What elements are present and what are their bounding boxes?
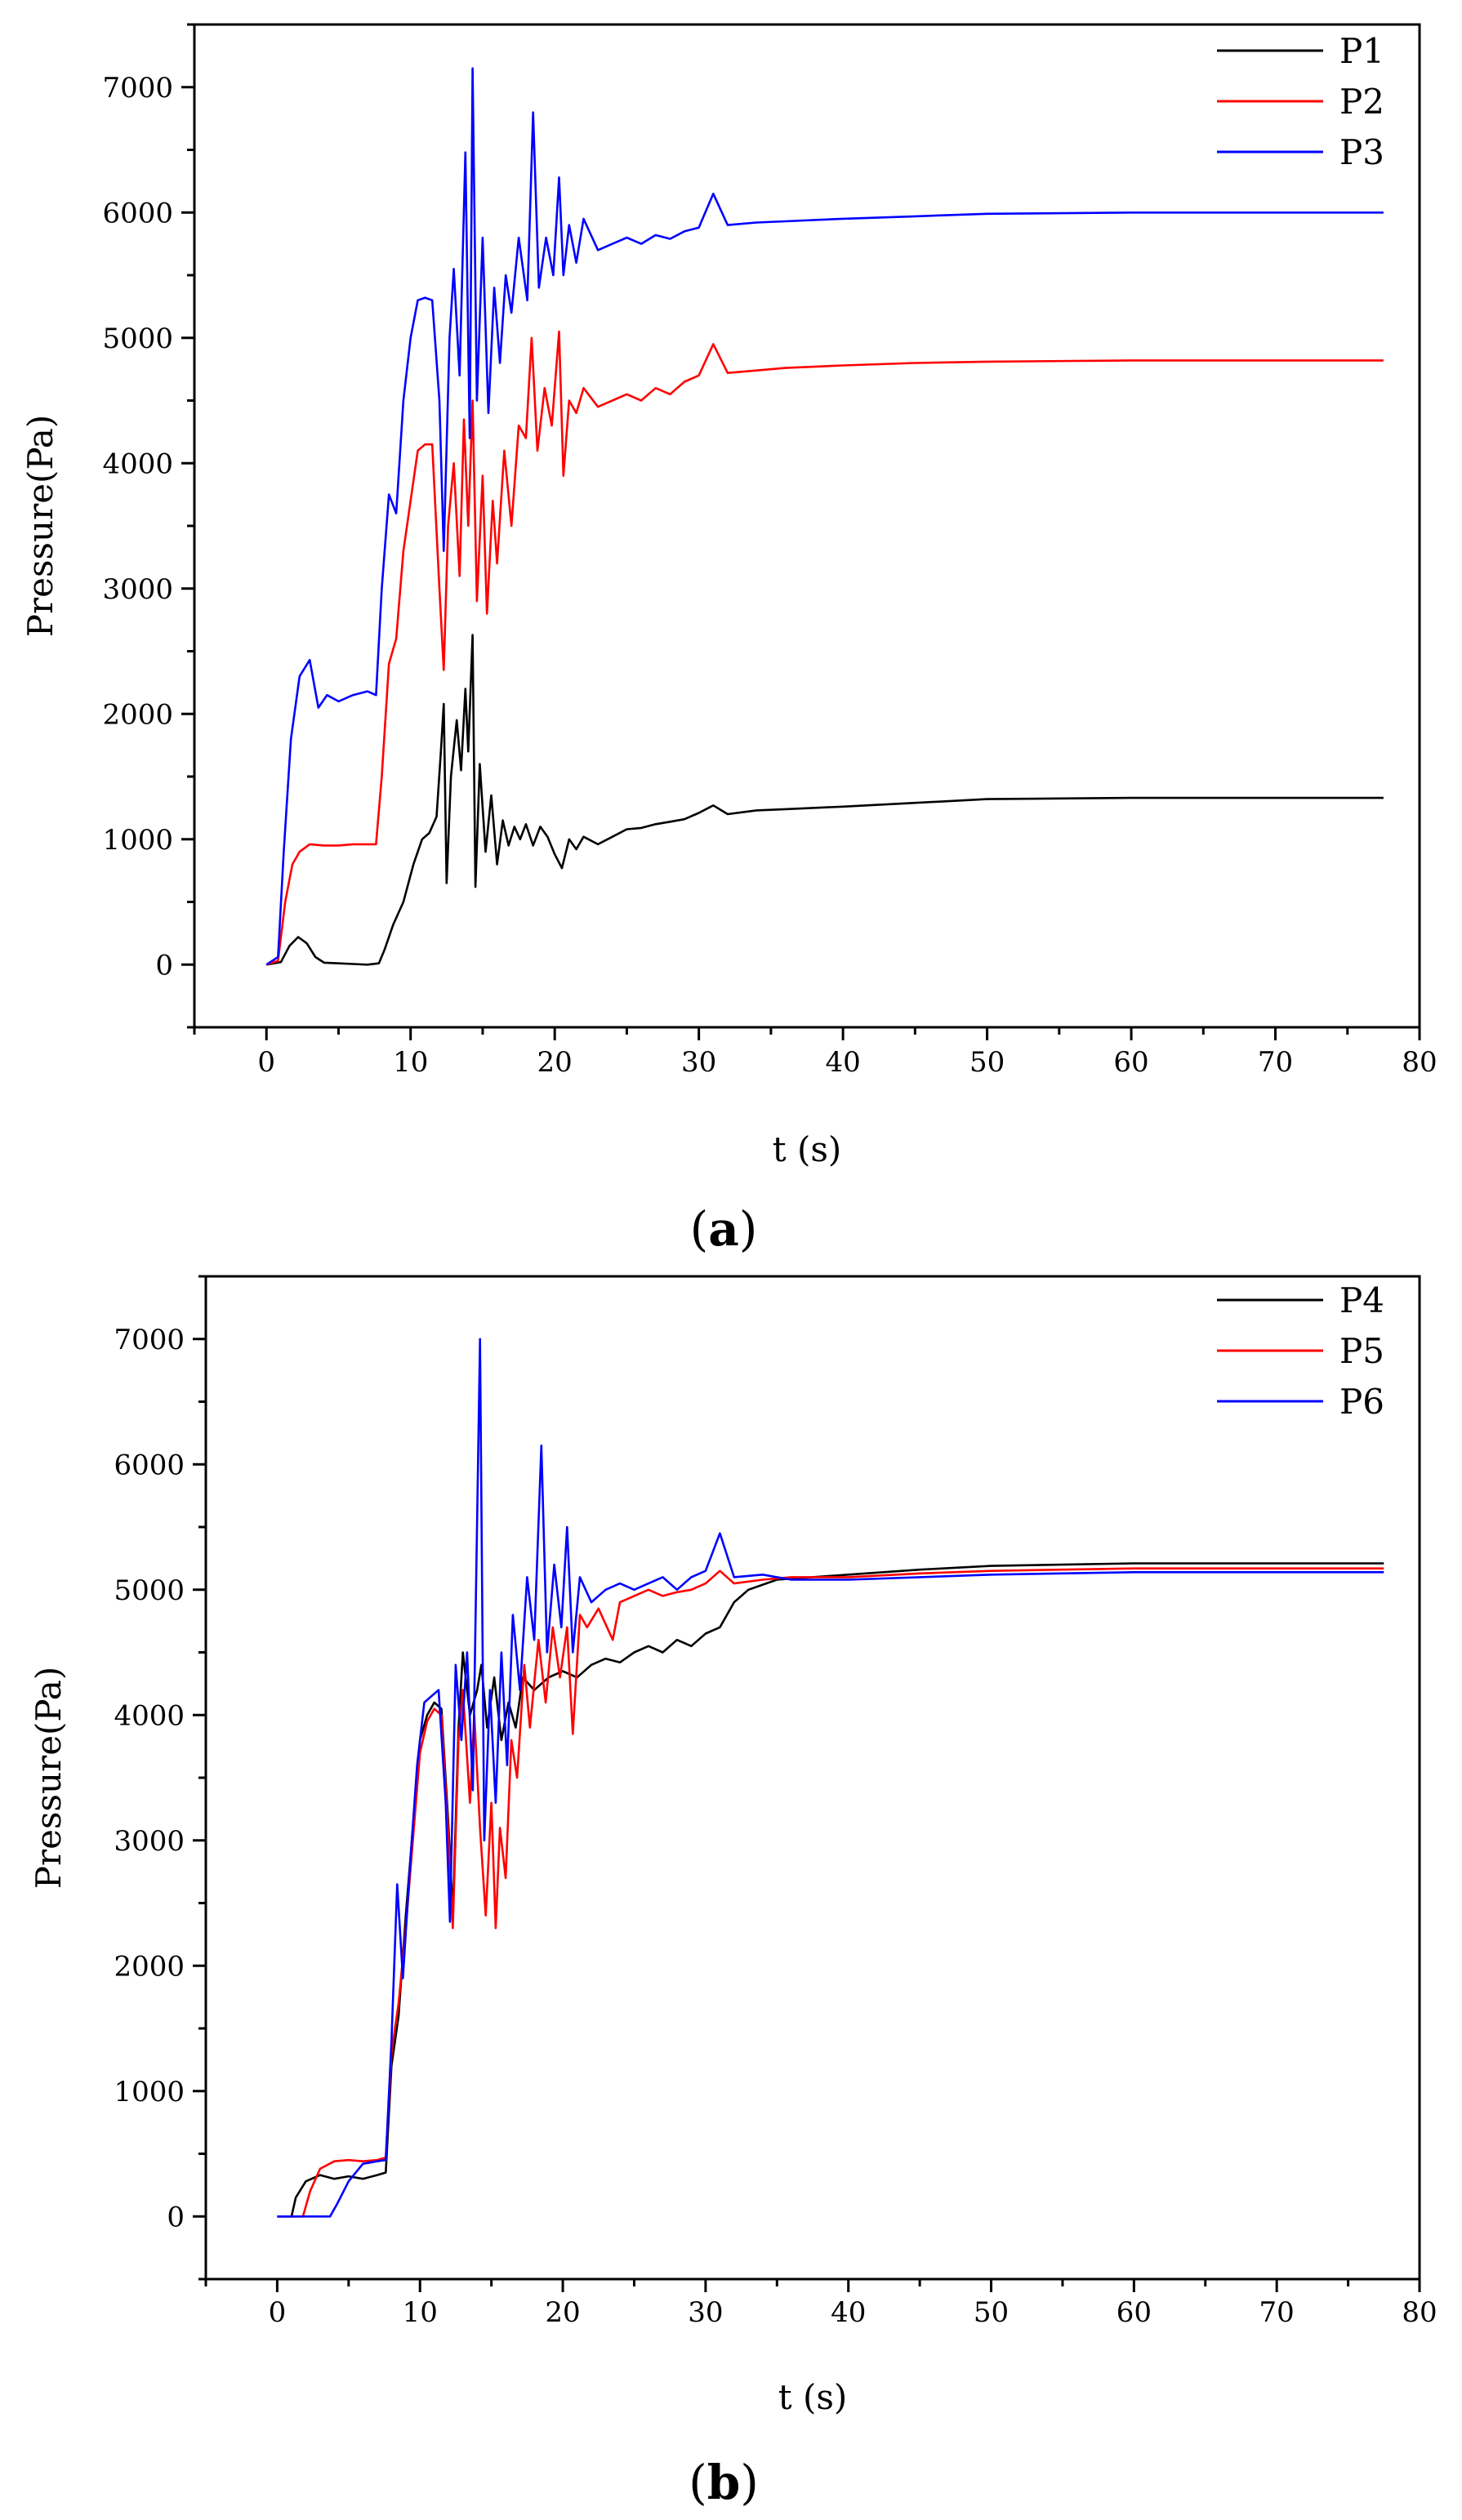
y-tick-label: 1000 bbox=[114, 2076, 185, 2108]
x-tick-label: 10 bbox=[393, 1046, 428, 1079]
y-tick-label: 0 bbox=[167, 2201, 185, 2233]
y-tick-label: 5000 bbox=[114, 1574, 185, 1607]
x-tick-label: 20 bbox=[537, 1046, 573, 1079]
plot-frame-a bbox=[193, 23, 1421, 1029]
x-axis-label-a: t (s) bbox=[773, 1129, 842, 1169]
x-tick-label: 60 bbox=[1113, 1046, 1148, 1079]
y-tick-label: 4000 bbox=[102, 447, 173, 480]
y-tick-label: 2000 bbox=[114, 1950, 185, 1983]
panel-caption-b: (b) bbox=[689, 2455, 759, 2510]
y-tick-label: 3000 bbox=[102, 573, 173, 606]
x-tick-label: 50 bbox=[969, 1046, 1005, 1079]
x-axis-label-b: t (s) bbox=[778, 2377, 848, 2417]
x-tick-label: 80 bbox=[1402, 1046, 1437, 1079]
x-tick-label: 40 bbox=[831, 2296, 866, 2329]
y-tick-label: 0 bbox=[155, 949, 173, 982]
y-tick-label: 7000 bbox=[102, 72, 173, 105]
series-line-p5 bbox=[277, 1567, 1384, 2218]
y-tick-label: 6000 bbox=[102, 197, 173, 229]
x-tick-label: 60 bbox=[1117, 2296, 1152, 2329]
x-tick-label: 20 bbox=[545, 2296, 580, 2329]
legend-label-p6: P6 bbox=[1339, 1382, 1384, 1422]
series-line-p4 bbox=[277, 1562, 1384, 2218]
chart-panel-a: 0 10 20 30 40 50 60 70 80 0 1000 2000 3000 4000 5000 60… bbox=[20, 23, 1437, 1257]
x-tick-label: 0 bbox=[257, 1046, 275, 1079]
legend-label-p5: P5 bbox=[1339, 1331, 1384, 1371]
y-tick-label: 1000 bbox=[102, 824, 173, 857]
series-line-p2 bbox=[265, 330, 1384, 966]
legend-label-p1: P1 bbox=[1339, 31, 1384, 71]
chart-panel-b: 0 10 20 30 40 50 60 70 80 0 1000 2000 3000 4000 5000 60… bbox=[29, 1275, 1437, 2510]
x-tick-label: 30 bbox=[681, 1046, 716, 1079]
y-axis-label-b: Pressure(Pa) bbox=[29, 1667, 69, 1889]
series-line-p3 bbox=[265, 67, 1384, 966]
y-tick-label: 3000 bbox=[114, 1825, 185, 1858]
y-tick-label: 7000 bbox=[114, 1324, 185, 1356]
x-tick-label: 30 bbox=[688, 2296, 723, 2329]
legend-a: P1 P2 P3 bbox=[1217, 31, 1384, 172]
axes-ticks-b: 0 10 20 30 40 50 60 70 80 0 1000 2000 3000 4000 5000 60… bbox=[114, 1275, 1437, 2329]
y-tick-label: 2000 bbox=[102, 698, 173, 731]
series-line-p1 bbox=[265, 634, 1384, 966]
legend-b: P4 P5 P6 bbox=[1217, 1280, 1384, 1422]
legend-label-p3: P3 bbox=[1339, 132, 1384, 172]
series-line-p6 bbox=[277, 1338, 1384, 2218]
x-tick-label: 70 bbox=[1258, 1046, 1293, 1079]
x-tick-label: 0 bbox=[269, 2296, 287, 2329]
y-axis-label-a: Pressure(Pa) bbox=[20, 415, 60, 637]
legend-label-p2: P2 bbox=[1339, 82, 1384, 122]
x-tick-label: 40 bbox=[825, 1046, 860, 1079]
legend-label-p4: P4 bbox=[1339, 1280, 1384, 1320]
x-tick-label: 80 bbox=[1402, 2296, 1437, 2329]
axes-ticks-a: 0 10 20 30 40 50 60 70 80 0 1000 2000 3000 4000 5000 60… bbox=[102, 23, 1437, 1079]
y-tick-label: 5000 bbox=[102, 323, 173, 355]
panel-caption-a: (a) bbox=[690, 1201, 758, 1257]
x-tick-label: 70 bbox=[1259, 2296, 1295, 2329]
series-lines-b bbox=[277, 1338, 1384, 2218]
x-tick-label: 10 bbox=[403, 2296, 438, 2329]
y-tick-label: 6000 bbox=[114, 1449, 185, 1481]
x-tick-label: 50 bbox=[974, 2296, 1009, 2329]
y-tick-label: 4000 bbox=[114, 1699, 185, 1732]
series-lines-a bbox=[265, 67, 1384, 966]
